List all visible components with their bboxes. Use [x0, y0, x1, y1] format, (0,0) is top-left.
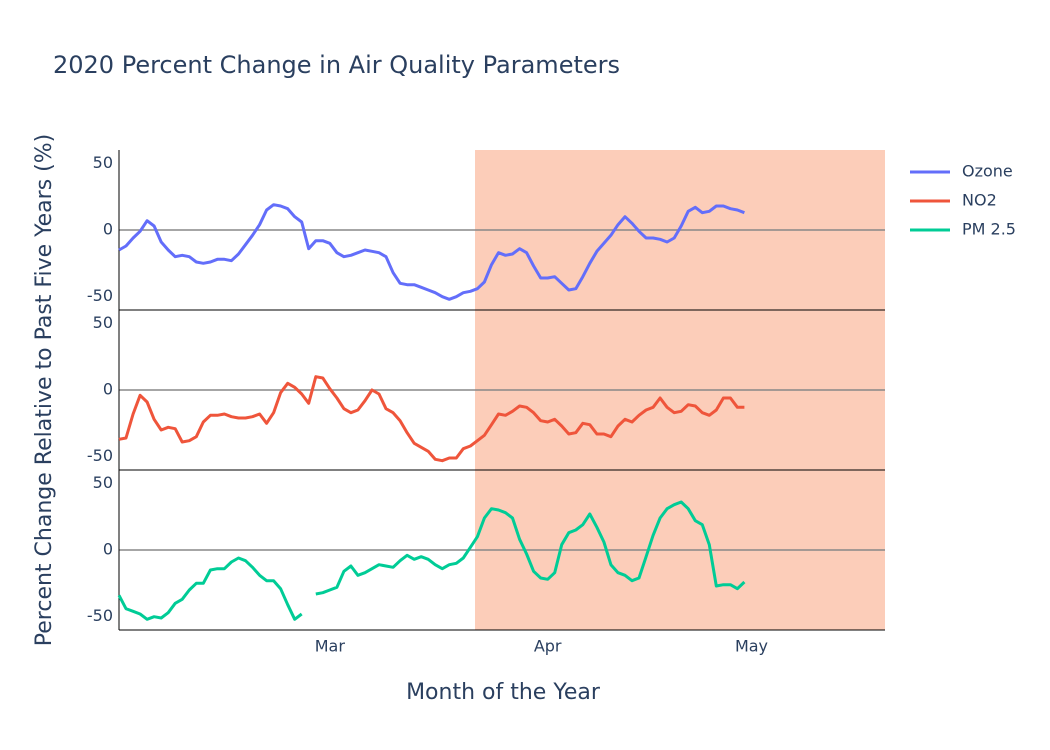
x-tick-label: May	[735, 637, 768, 656]
y-tick-label: -50	[87, 606, 113, 625]
series-line	[118, 375, 745, 463]
y-axis-label: Percent Change Relative to Past Five Yea…	[32, 134, 57, 646]
x-tick-label: Apr	[534, 637, 562, 656]
legend-label: NO2	[962, 191, 997, 210]
x-axis-label: Month of the Year	[406, 680, 601, 705]
x-tick-label: Mar	[315, 637, 346, 656]
y-tick-label: 50	[93, 153, 113, 172]
y-tick-label: 50	[93, 313, 113, 332]
y-tick-label: -50	[87, 446, 113, 465]
y-tick-label: 0	[103, 540, 113, 559]
series-line	[118, 203, 745, 301]
chart-title: 2020 Percent Change in Air Quality Param…	[53, 51, 620, 79]
y-tick-label: 0	[103, 220, 113, 239]
y-tick-label: 0	[103, 380, 113, 399]
legend-label: Ozone	[962, 162, 1013, 181]
legend-label: PM 2.5	[962, 220, 1016, 239]
series-line	[117, 556, 303, 621]
y-tick-label: 50	[93, 473, 113, 492]
y-tick-label: -50	[87, 286, 113, 305]
series-line	[315, 500, 746, 596]
